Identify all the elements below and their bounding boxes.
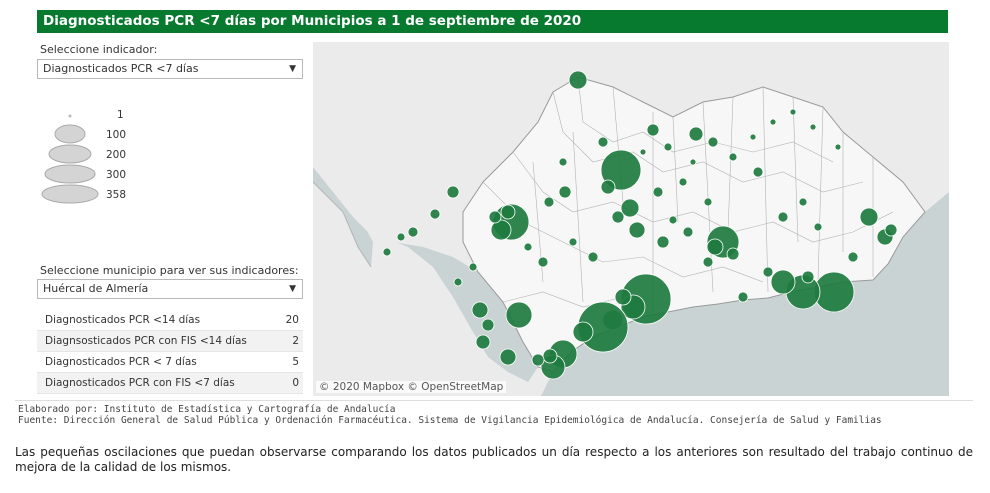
footer-elaborado: Elaborado por: Instituto de Estadística … <box>18 404 396 415</box>
legend-circle-icon <box>68 114 72 118</box>
indicator-name: Diagnosticados PCR con FIS <7 días <box>45 377 235 389</box>
indicator-name: Diagnosticados PCR < 7 días <box>45 356 197 368</box>
bubble-huelva-coast <box>505 301 533 329</box>
legend-value: 1 <box>117 109 124 121</box>
legend-value: 300 <box>106 169 127 181</box>
indicator-name: Diagnsosticados PCR con FIS <14 días <box>45 335 247 347</box>
legend-value: 200 <box>106 149 127 161</box>
coast-line <box>313 181 372 268</box>
indicator-value: 2 <box>292 335 299 347</box>
legend-value: 358 <box>106 189 127 201</box>
dashboard-title: Diagnosticados PCR <7 días por Municipio… <box>37 10 948 33</box>
indicator-label: Seleccione indicador: <box>40 43 158 56</box>
municipio-label: Seleccione municipio para ver sus indica… <box>40 264 299 277</box>
municipio-select-value: Huércal de Almería <box>43 282 149 295</box>
legend-item: 358 <box>40 184 140 204</box>
legend-item: 1 <box>40 108 140 126</box>
municipal-boundaries <box>482 76 894 312</box>
map-attribution[interactable]: © 2020 Mapbox © OpenStreetMap <box>316 381 507 393</box>
table-row: Diagnosticados PCR con FIS <7 días 0 <box>37 373 303 394</box>
bubble-cordoba <box>600 149 642 191</box>
legend-item: 200 <box>40 144 140 164</box>
andalucia-map[interactable]: © 2020 Mapbox © OpenStreetMap <box>313 42 949 396</box>
case-bubbles <box>382 70 898 380</box>
legend-circle-icon <box>54 124 86 144</box>
dropdown-arrow-icon: ▼ <box>289 284 296 294</box>
indicator-name: Diagnosticados PCR <14 días <box>45 314 201 326</box>
table-row: Diagnosticados PCR < 7 días 5 <box>37 352 303 373</box>
indicator-select[interactable]: Diagnosticados PCR <7 días ▼ <box>37 59 303 79</box>
table-row: Diagnosticados PCR <14 días 20 <box>37 310 303 331</box>
municipio-select[interactable]: Huércal de Almería ▼ <box>37 279 303 299</box>
legend-item: 100 <box>40 124 140 144</box>
legend-circle-icon <box>44 164 96 184</box>
indicator-select-value: Diagnosticados PCR <7 días <box>43 62 199 75</box>
indicators-table: Diagnosticados PCR <14 días 20 Diagnsost… <box>37 310 303 394</box>
disclaimer-note: Las pequeñas oscilaciones que puedan obs… <box>15 445 973 474</box>
table-row: Diagnsosticados PCR con FIS <14 días 2 <box>37 331 303 352</box>
indicator-value: 20 <box>285 314 299 326</box>
indicator-value: 5 <box>292 356 299 368</box>
legend-item: 300 <box>40 164 140 184</box>
map-canvas[interactable] <box>313 42 949 396</box>
dropdown-arrow-icon: ▼ <box>289 64 296 74</box>
footer-fuente: Fuente: Dirección General de Salud Públi… <box>18 415 882 426</box>
legend-circle-icon <box>41 184 99 204</box>
legend-value: 100 <box>106 129 127 141</box>
indicator-value: 0 <box>292 377 299 389</box>
legend-circle-icon <box>48 144 92 164</box>
footer-divider <box>15 400 973 401</box>
